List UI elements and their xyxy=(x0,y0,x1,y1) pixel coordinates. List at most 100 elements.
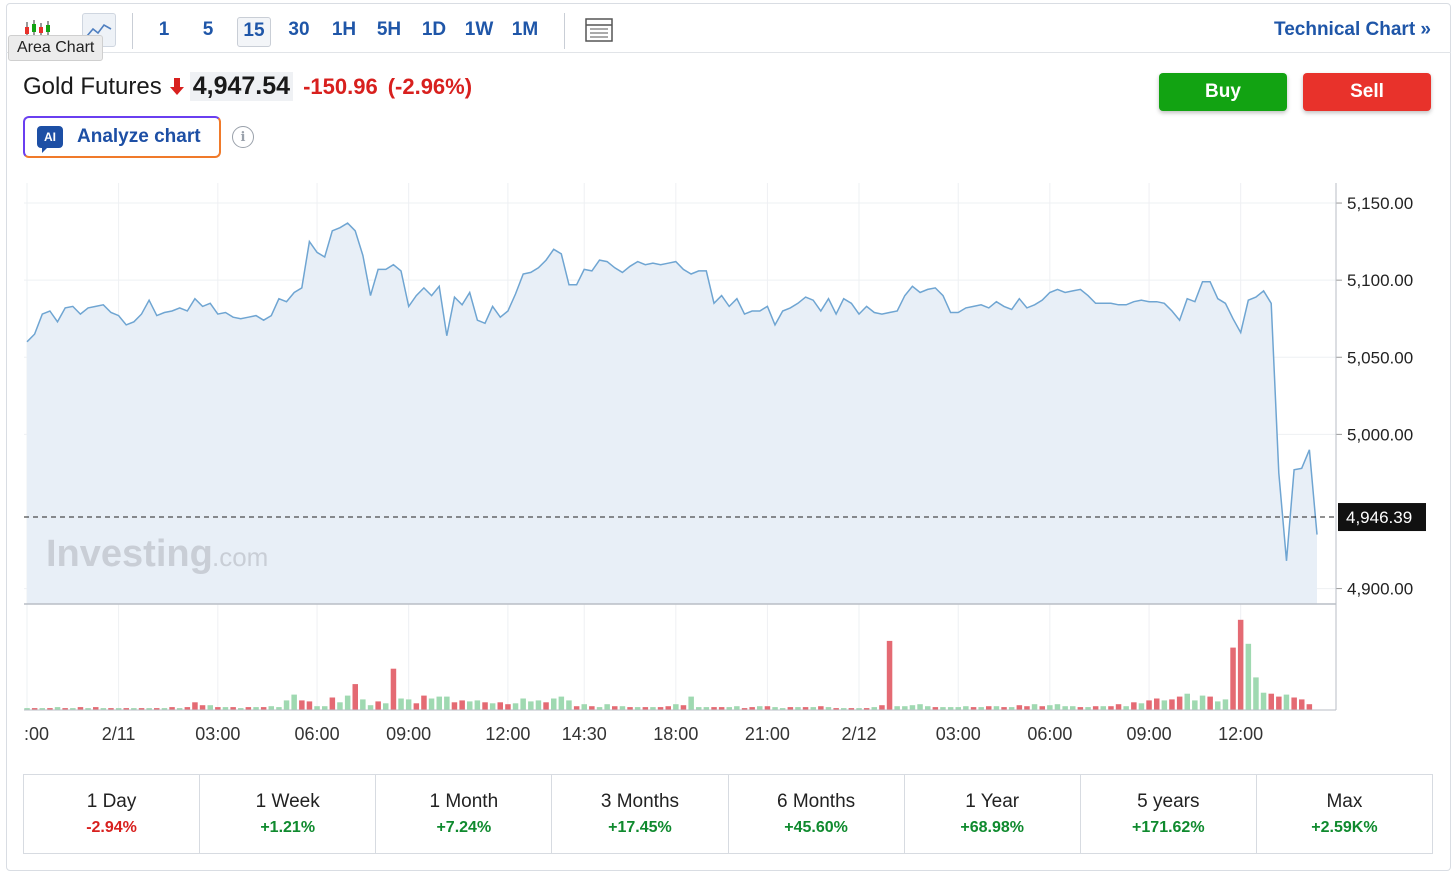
period-1-year[interactable]: 1 Year +68.98% xyxy=(905,775,1081,853)
volume-bar xyxy=(1299,699,1305,710)
volume-bar xyxy=(726,707,732,710)
volume-bar xyxy=(970,707,977,710)
x-tick-label: 2/12 xyxy=(841,724,876,744)
volume-bar xyxy=(1115,704,1122,710)
volume-bar xyxy=(1192,700,1198,710)
volume-bar xyxy=(161,708,168,710)
period-1-month[interactable]: 1 Month +7.24% xyxy=(376,775,553,853)
volume-bar xyxy=(512,703,519,710)
volume-bar xyxy=(1268,693,1274,710)
volume-bar xyxy=(1092,706,1099,710)
volume-bar xyxy=(680,705,687,710)
volume-bar xyxy=(520,698,526,710)
volume-bar xyxy=(306,701,313,710)
volume-bar xyxy=(39,708,45,710)
volume-bar xyxy=(1024,706,1030,710)
period-5-years[interactable]: 5 years +171.62% xyxy=(1081,775,1257,853)
volume-bar xyxy=(100,708,107,710)
volume-bar xyxy=(352,684,358,710)
volume-bar xyxy=(818,706,824,710)
ai-chat-icon: AI xyxy=(37,126,63,153)
table-view-icon[interactable] xyxy=(582,13,616,47)
volume-bar xyxy=(115,708,122,710)
volume-bar xyxy=(802,707,809,710)
volume-bar xyxy=(703,707,710,710)
interval-1m-button[interactable]: 1M xyxy=(511,19,539,40)
interval-1w-button[interactable]: 1W xyxy=(464,19,494,40)
volume-bar xyxy=(1253,677,1259,710)
volume-bar xyxy=(558,696,565,710)
volume-bar xyxy=(245,707,252,710)
volume-bar xyxy=(421,695,427,710)
interval-5-button[interactable]: 5 xyxy=(202,19,214,40)
volume-bar xyxy=(62,708,68,710)
volume-bar xyxy=(848,708,855,710)
chart-widget-frame xyxy=(6,3,1451,871)
volume-bar xyxy=(154,708,160,710)
period-6-months[interactable]: 6 Months +45.60% xyxy=(729,775,905,853)
period-1-day[interactable]: 1 Day -2.94% xyxy=(24,775,201,853)
analyze-chart-button[interactable]: AI Analyze chart xyxy=(23,116,221,158)
period-1-week[interactable]: 1 Week +1.21% xyxy=(200,775,377,853)
volume-bar xyxy=(925,706,931,710)
interval-5h-button[interactable]: 5H xyxy=(376,19,402,40)
volume-bar xyxy=(70,708,76,710)
volume-bar xyxy=(390,668,397,710)
volume-bar xyxy=(238,708,244,710)
x-tick-label: 18:00 xyxy=(653,724,698,744)
performance-periods: 1 Day -2.94% 1 Week +1.21% 1 Month +7.24… xyxy=(23,774,1433,854)
interval-30-button[interactable]: 30 xyxy=(288,19,310,40)
technical-chart-link[interactable]: Technical Chart » xyxy=(1274,19,1431,40)
quote-header: Gold Futures 4,947.54 -150.96 (-2.96%) xyxy=(23,72,472,101)
volume-bar xyxy=(535,700,542,710)
volume-bar xyxy=(505,704,511,710)
interval-15-button[interactable]: 15 xyxy=(237,17,271,47)
volume-bar xyxy=(1215,701,1221,710)
sell-button[interactable]: Sell xyxy=(1303,73,1431,111)
volume-bar xyxy=(405,699,412,710)
investing-watermark-suffix: .com xyxy=(212,542,268,572)
volume-bar xyxy=(1146,700,1152,710)
interval-1h-button[interactable]: 1H xyxy=(331,19,357,40)
volume-bar xyxy=(825,707,832,710)
volume-bar xyxy=(932,707,939,710)
analyze-chart-label: Analyze chart xyxy=(77,126,201,147)
volume-bar xyxy=(955,707,961,710)
price-change-percent: (-2.96%) xyxy=(387,73,473,99)
volume-bar xyxy=(1222,699,1229,710)
x-tick-label: 12:00 xyxy=(1218,724,1263,744)
volume-bar xyxy=(1260,692,1267,710)
info-icon[interactable]: i xyxy=(232,126,254,148)
y-tick-label: 4,900.00 xyxy=(1347,580,1413,599)
volume-bar xyxy=(451,702,458,710)
price-change: -150.96 xyxy=(303,73,378,99)
volume-bar xyxy=(543,702,549,710)
buy-button[interactable]: Buy xyxy=(1159,73,1287,111)
period-3-months[interactable]: 3 Months +17.45% xyxy=(552,775,729,853)
volume-bar xyxy=(581,704,587,710)
x-tick-label: :00 xyxy=(24,724,49,744)
volume-bar xyxy=(993,706,1000,710)
volume-bar xyxy=(375,701,381,710)
volume-bar xyxy=(383,703,389,710)
volume-bar xyxy=(207,705,213,710)
volume-bar xyxy=(54,707,61,710)
volume-bar xyxy=(1108,706,1114,710)
interval-1-button[interactable]: 1 xyxy=(158,19,170,40)
volume-bar xyxy=(31,708,38,710)
x-tick-label: 06:00 xyxy=(1027,724,1072,744)
interval-1d-button[interactable]: 1D xyxy=(421,19,447,40)
y-tick-label: 5,100.00 xyxy=(1347,271,1413,290)
volume-bar xyxy=(131,708,137,710)
volume-bar xyxy=(474,700,481,710)
volume-bar xyxy=(1100,706,1106,710)
volume-bar xyxy=(711,707,717,710)
volume-bar xyxy=(1237,619,1244,710)
volume-bar xyxy=(268,706,274,710)
period-max[interactable]: Max +2.59K% xyxy=(1311,791,1378,836)
volume-bar xyxy=(787,707,794,710)
volume-bar xyxy=(1199,695,1206,710)
y-tick-label: 5,150.00 xyxy=(1347,194,1413,213)
volume-bar xyxy=(1306,704,1313,710)
